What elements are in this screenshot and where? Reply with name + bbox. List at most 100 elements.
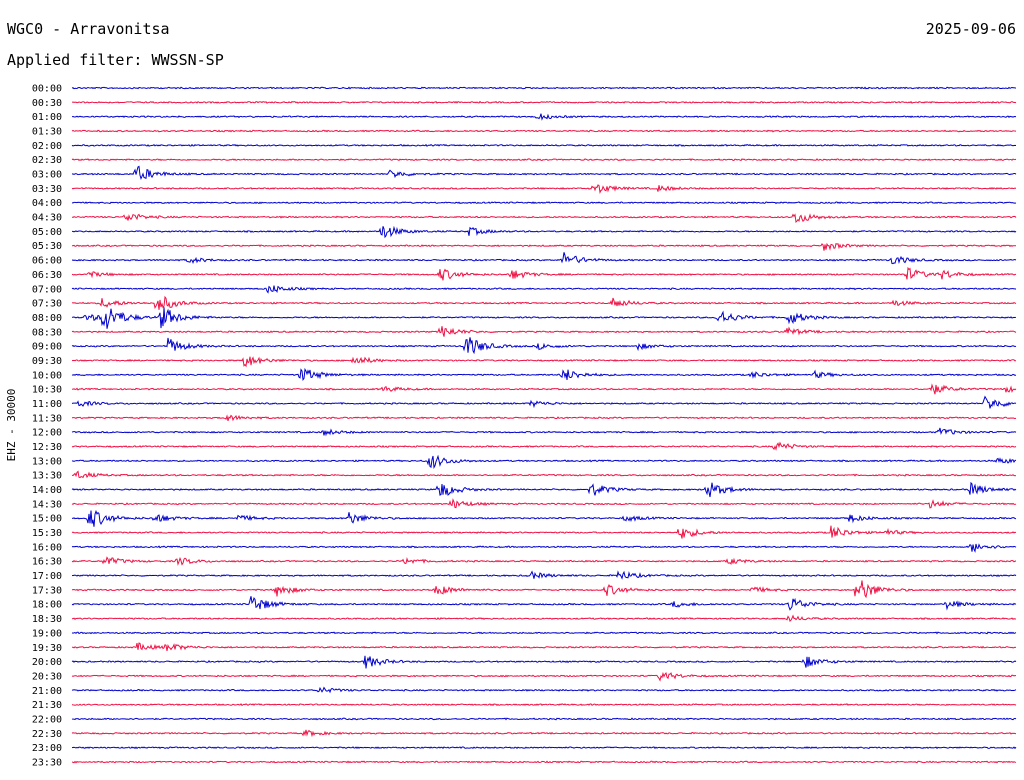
trace-row xyxy=(71,703,1017,707)
time-tick-label: 12:00 xyxy=(32,428,62,439)
time-tick-label: 02:00 xyxy=(32,141,62,152)
trace-row xyxy=(71,509,1017,527)
time-tick-label: 17:00 xyxy=(32,571,62,582)
trace-row xyxy=(71,481,1017,498)
date-label: 2025-09-06 xyxy=(925,20,1016,38)
time-tick-label: 05:30 xyxy=(32,241,62,252)
time-tick-label: 00:30 xyxy=(32,98,62,109)
time-tick-label: 23:30 xyxy=(32,757,62,768)
station-title: WGC0 - Arravonitsa xyxy=(7,20,170,38)
trace-row xyxy=(71,143,1017,147)
trace-row xyxy=(71,498,1017,509)
trace-row xyxy=(71,252,1017,265)
trace-row xyxy=(71,285,1017,294)
trace-row xyxy=(72,242,1017,251)
trace-row xyxy=(71,307,1017,329)
trace-row xyxy=(71,427,1017,437)
time-tick-label: 19:00 xyxy=(32,628,62,639)
time-tick-label: 18:30 xyxy=(32,614,62,625)
time-tick-label: 18:00 xyxy=(32,600,62,611)
time-tick-label: 22:00 xyxy=(32,714,62,725)
time-tick-label: 00:00 xyxy=(32,84,62,95)
trace-row xyxy=(71,556,1017,566)
time-tick-label: 22:30 xyxy=(32,729,62,740)
time-tick-label: 05:00 xyxy=(32,227,62,238)
trace-row xyxy=(71,113,1017,121)
filter-label: Applied filter: WWSSN-SP xyxy=(7,51,224,69)
time-tick-label: 11:00 xyxy=(32,399,62,410)
time-tick-label: 09:00 xyxy=(32,342,62,353)
trace-row xyxy=(71,655,1017,669)
time-tick-label: 16:00 xyxy=(32,542,62,553)
trace-row xyxy=(71,454,1017,469)
time-tick-label: 01:30 xyxy=(32,127,62,138)
time-tick-label: 23:00 xyxy=(32,743,62,754)
time-tick-label: 08:30 xyxy=(32,327,62,338)
time-tick-label: 03:00 xyxy=(32,170,62,181)
time-tick-label: 07:00 xyxy=(32,284,62,295)
trace-row xyxy=(71,746,1017,750)
trace-row xyxy=(71,760,1017,764)
time-tick-label: 15:30 xyxy=(32,528,62,539)
trace-row xyxy=(71,201,1017,205)
time-tick-label: 17:30 xyxy=(32,585,62,596)
time-tick-label: 01:00 xyxy=(32,112,62,123)
trace-row xyxy=(71,395,1017,409)
time-tick-label: 13:00 xyxy=(32,456,62,467)
trace-row xyxy=(71,596,1017,611)
time-tick-label: 21:30 xyxy=(32,700,62,711)
time-tick-label: 19:30 xyxy=(32,643,62,654)
trace-row xyxy=(71,295,1017,310)
trace-row xyxy=(71,729,1017,738)
trace-row xyxy=(71,470,1017,479)
time-tick-label: 15:00 xyxy=(32,514,62,525)
y-axis-label: EHZ - 30000 xyxy=(5,389,18,462)
time-tick-label: 03:30 xyxy=(32,184,62,195)
time-tick-label: 20:00 xyxy=(32,657,62,668)
time-tick-label: 04:00 xyxy=(32,198,62,209)
time-tick-label: 12:30 xyxy=(32,442,62,453)
time-tick-label: 07:30 xyxy=(32,299,62,310)
time-tick-label: 16:30 xyxy=(32,557,62,568)
trace-row xyxy=(71,525,1017,539)
trace-row xyxy=(71,580,1017,599)
trace-row xyxy=(71,383,1017,395)
time-tick-label: 06:00 xyxy=(32,256,62,267)
time-tick-label: 11:30 xyxy=(32,413,62,424)
time-tick-label: 13:30 xyxy=(32,471,62,482)
time-tick-label: 20:30 xyxy=(32,671,62,682)
trace-row xyxy=(71,614,1017,622)
time-tick-label: 04:30 xyxy=(32,213,62,224)
trace-row xyxy=(71,129,1017,133)
trace-row xyxy=(71,158,1017,162)
time-tick-label: 10:00 xyxy=(32,370,62,381)
time-tick-label: 14:30 xyxy=(32,499,62,510)
trace-row xyxy=(71,165,1017,181)
trace-row xyxy=(71,441,1017,451)
trace-row xyxy=(71,213,1017,223)
trace-row xyxy=(71,184,1017,195)
trace-row xyxy=(71,86,1017,90)
trace-row xyxy=(71,266,1017,281)
trace-row xyxy=(71,100,1017,104)
time-tick-label: 08:00 xyxy=(32,313,62,324)
time-tick-label: 06:30 xyxy=(32,270,62,281)
trace-row xyxy=(71,570,1017,580)
time-tick-label: 10:30 xyxy=(32,385,62,396)
trace-row xyxy=(71,367,1017,382)
time-tick-label: 21:00 xyxy=(32,686,62,697)
time-tick-label: 02:30 xyxy=(32,155,62,166)
trace-row xyxy=(71,356,1017,368)
trace-row xyxy=(71,326,1017,337)
trace-row xyxy=(71,337,1017,355)
time-tick-label: 14:00 xyxy=(32,485,62,496)
trace-row xyxy=(71,671,1017,682)
trace-row xyxy=(71,642,1017,651)
trace-row xyxy=(71,631,1017,635)
time-tick-label: 09:30 xyxy=(32,356,62,367)
trace-row xyxy=(71,225,1017,239)
trace-row xyxy=(71,686,1017,694)
trace-row xyxy=(71,717,1017,721)
trace-row xyxy=(71,414,1017,422)
